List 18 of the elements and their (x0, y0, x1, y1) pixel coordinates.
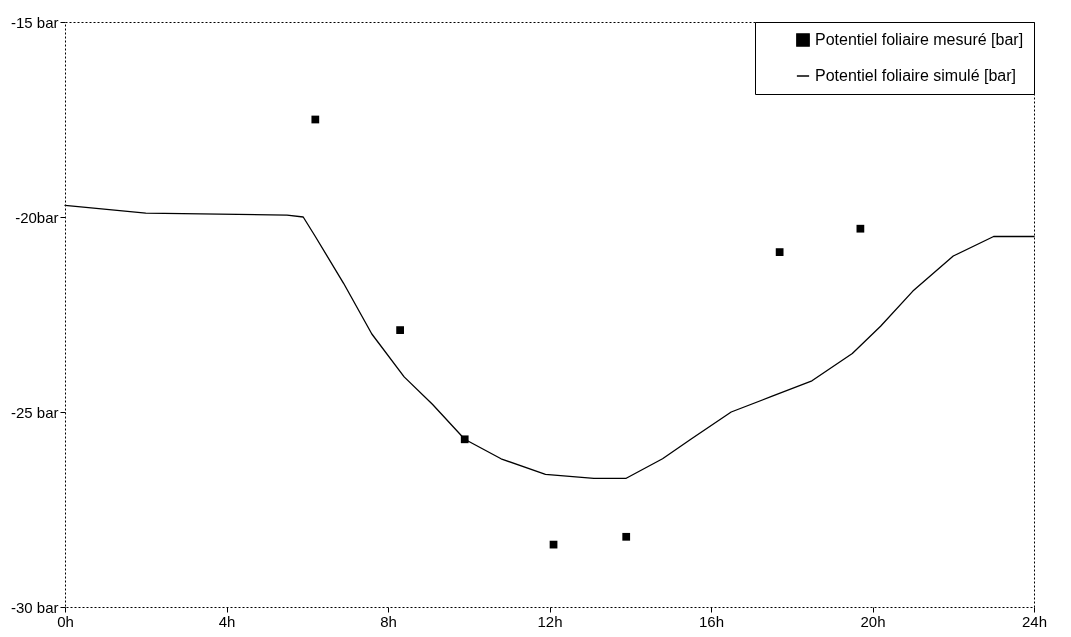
x-tick-label: 12h (537, 612, 563, 630)
point (775, 248, 784, 256)
point (622, 532, 631, 541)
point (311, 115, 320, 124)
legend-label: Potentiel foliaire simulé [bar] (815, 67, 1016, 84)
x-tick-label: 0h (57, 612, 74, 630)
legend-label: Potentiel foliaire mesuré [bar] (815, 31, 1024, 48)
point (856, 224, 865, 233)
point (396, 326, 404, 334)
y-tick-label: -15 bar (10, 13, 59, 31)
y-tick-label: -20bar (15, 208, 59, 226)
x-tick-label: 24h (1021, 612, 1048, 630)
x-tick-label: 16h (698, 612, 725, 630)
y-tick-label: -25 bar (10, 403, 59, 421)
x-tick-label: 8h (380, 612, 397, 630)
x-tick-label: 4h (218, 612, 236, 630)
x-tick-label: 20h (860, 612, 886, 630)
y-tick-label: -30 bar (10, 598, 59, 616)
